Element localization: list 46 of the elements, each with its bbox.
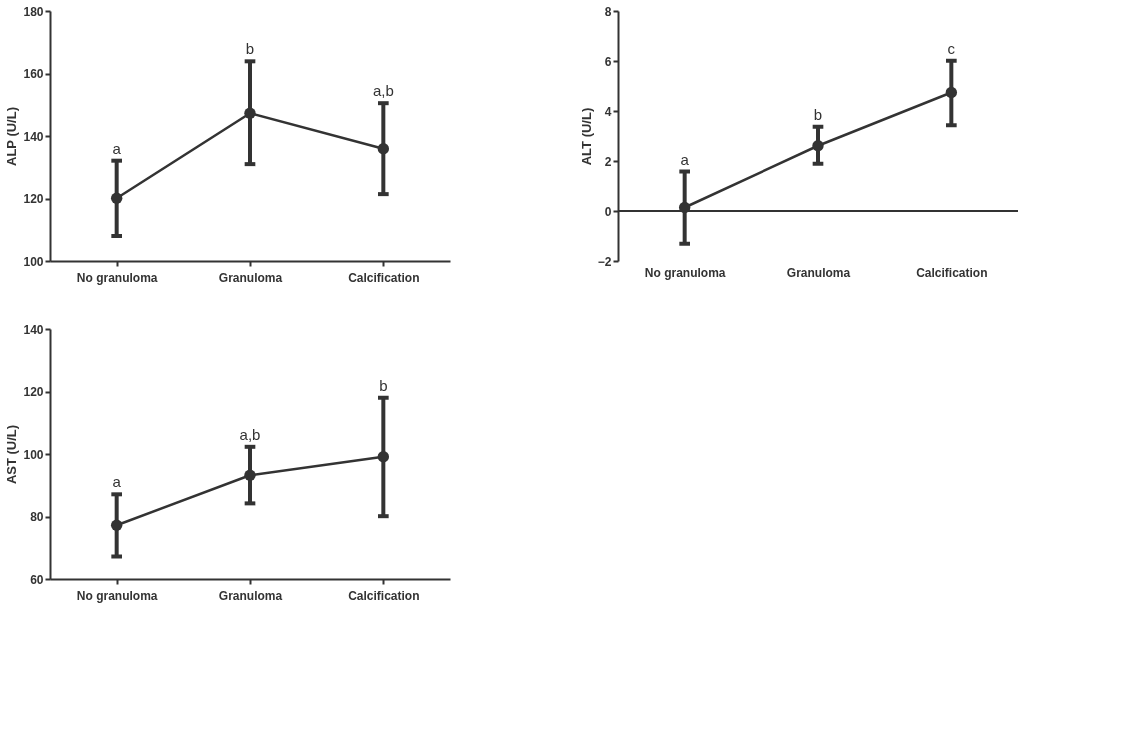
- annotation: b: [813, 105, 823, 123]
- y-tick-label: 4: [604, 104, 612, 119]
- x-tick-label: Granuloma: [218, 270, 283, 285]
- x-tick-label: No granuloma: [76, 270, 158, 285]
- y-tick-label: −2: [597, 254, 612, 269]
- y-tick-label: 60: [30, 572, 44, 587]
- y-tick-label: 0: [604, 204, 612, 219]
- y-tick-label: 180: [23, 4, 44, 19]
- y-tick-label: 80: [30, 510, 44, 524]
- annotation: b: [379, 376, 388, 394]
- y-tick-label: 120: [23, 385, 44, 399]
- y-axis-title: AST (U/L): [4, 424, 20, 485]
- y-tick-label: 100: [23, 447, 44, 462]
- x-tick-label: Granuloma: [786, 265, 851, 280]
- annotation: c: [947, 39, 956, 57]
- y-tick-label: 140: [23, 322, 44, 337]
- y-tick-label: 120: [23, 192, 44, 206]
- point: [110, 192, 123, 204]
- annotation: b: [245, 40, 255, 58]
- y-tick-label: 140: [23, 129, 44, 144]
- point: [244, 469, 256, 481]
- x-tick-label: Granuloma: [218, 588, 283, 603]
- annotation: a: [112, 473, 122, 491]
- x-tick-label: No granuloma: [76, 588, 158, 603]
- annotation: a,b: [372, 82, 394, 100]
- x-tick-label: Calcification: [348, 588, 420, 603]
- y-tick-label: 6: [604, 54, 612, 69]
- point: [110, 519, 123, 531]
- point: [678, 201, 691, 214]
- y-axis-title: ALP (U/L): [4, 107, 20, 166]
- y-tick-label: 2: [604, 154, 612, 169]
- point: [812, 140, 824, 152]
- annotation: a,b: [239, 425, 261, 443]
- y-tick-label: 8: [604, 4, 612, 19]
- point: [377, 451, 390, 463]
- annotation: a: [112, 139, 122, 157]
- y-tick-label: 100: [23, 254, 44, 269]
- point: [244, 107, 256, 119]
- y-tick-label: 160: [23, 67, 44, 81]
- annotation: a: [680, 150, 690, 168]
- y-axis-title: ALT (U/L): [578, 107, 594, 166]
- x-tick-label: Calcification: [916, 265, 988, 280]
- x-tick-label: Calcification: [348, 270, 420, 285]
- point: [945, 86, 958, 99]
- point: [377, 143, 390, 155]
- x-tick-label: No granuloma: [644, 265, 726, 280]
